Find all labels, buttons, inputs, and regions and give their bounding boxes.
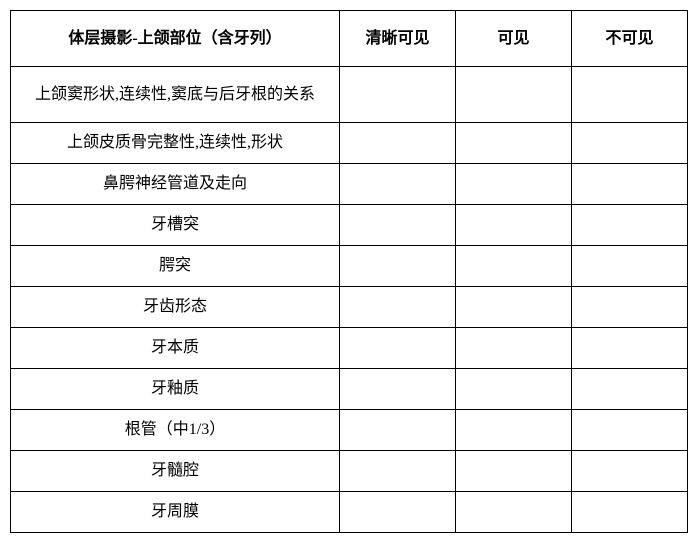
cell-clearly-visible[interactable] (340, 123, 456, 164)
cell-visible[interactable] (456, 123, 572, 164)
cell-visible[interactable] (456, 492, 572, 533)
row-label: 鼻腭神经管道及走向 (11, 164, 340, 205)
cell-clearly-visible[interactable] (340, 410, 456, 451)
cell-not-visible[interactable] (572, 410, 688, 451)
cell-not-visible[interactable] (572, 369, 688, 410)
cell-clearly-visible[interactable] (340, 164, 456, 205)
row-label: 上颌皮质骨完整性,连续性,形状 (11, 123, 340, 164)
cell-clearly-visible[interactable] (340, 492, 456, 533)
cell-clearly-visible[interactable] (340, 205, 456, 246)
table-row: 牙齿形态 (11, 287, 688, 328)
cell-clearly-visible[interactable] (340, 67, 456, 123)
cell-not-visible[interactable] (572, 205, 688, 246)
column-header-clearly-visible: 清晰可见 (340, 11, 456, 67)
cell-not-visible[interactable] (572, 67, 688, 123)
cell-clearly-visible[interactable] (340, 451, 456, 492)
table-row: 根管（中1/3） (11, 410, 688, 451)
row-label: 牙齿形态 (11, 287, 340, 328)
table-row: 牙釉质 (11, 369, 688, 410)
table-row: 上颌皮质骨完整性,连续性,形状 (11, 123, 688, 164)
table-row: 牙槽突 (11, 205, 688, 246)
cell-clearly-visible[interactable] (340, 369, 456, 410)
cell-clearly-visible[interactable] (340, 246, 456, 287)
cell-visible[interactable] (456, 328, 572, 369)
column-header-not-visible: 不可见 (572, 11, 688, 67)
row-label: 牙髓腔 (11, 451, 340, 492)
cell-visible[interactable] (456, 287, 572, 328)
table-row: 鼻腭神经管道及走向 (11, 164, 688, 205)
column-header-visible: 可见 (456, 11, 572, 67)
cell-not-visible[interactable] (572, 451, 688, 492)
cell-not-visible[interactable] (572, 123, 688, 164)
cell-not-visible[interactable] (572, 492, 688, 533)
table-row: 牙髓腔 (11, 451, 688, 492)
column-header-item: 体层摄影-上颌部位（含牙列） (11, 11, 340, 67)
row-label: 根管（中1/3） (11, 410, 340, 451)
cell-not-visible[interactable] (572, 287, 688, 328)
row-label: 腭突 (11, 246, 340, 287)
cell-not-visible[interactable] (572, 246, 688, 287)
table-row: 上颌窦形状,连续性,窦底与后牙根的关系 (11, 67, 688, 123)
table-row: 牙本质 (11, 328, 688, 369)
row-label: 牙周膜 (11, 492, 340, 533)
cell-visible[interactable] (456, 451, 572, 492)
cell-visible[interactable] (456, 205, 572, 246)
table-body: 上颌窦形状,连续性,窦底与后牙根的关系 上颌皮质骨完整性,连续性,形状 鼻腭神经… (11, 67, 688, 533)
cell-clearly-visible[interactable] (340, 287, 456, 328)
row-label: 牙本质 (11, 328, 340, 369)
cell-clearly-visible[interactable] (340, 328, 456, 369)
cell-visible[interactable] (456, 164, 572, 205)
cell-not-visible[interactable] (572, 164, 688, 205)
table-header-row: 体层摄影-上颌部位（含牙列） 清晰可见 可见 不可见 (11, 11, 688, 67)
cell-visible[interactable] (456, 410, 572, 451)
cell-visible[interactable] (456, 67, 572, 123)
table-row: 腭突 (11, 246, 688, 287)
cell-visible[interactable] (456, 369, 572, 410)
cell-not-visible[interactable] (572, 328, 688, 369)
row-label: 上颌窦形状,连续性,窦底与后牙根的关系 (11, 67, 340, 123)
table-row: 牙周膜 (11, 492, 688, 533)
tomography-maxillary-table: 体层摄影-上颌部位（含牙列） 清晰可见 可见 不可见 上颌窦形状,连续性,窦底与… (10, 10, 688, 533)
row-label: 牙槽突 (11, 205, 340, 246)
row-label: 牙釉质 (11, 369, 340, 410)
cell-visible[interactable] (456, 246, 572, 287)
